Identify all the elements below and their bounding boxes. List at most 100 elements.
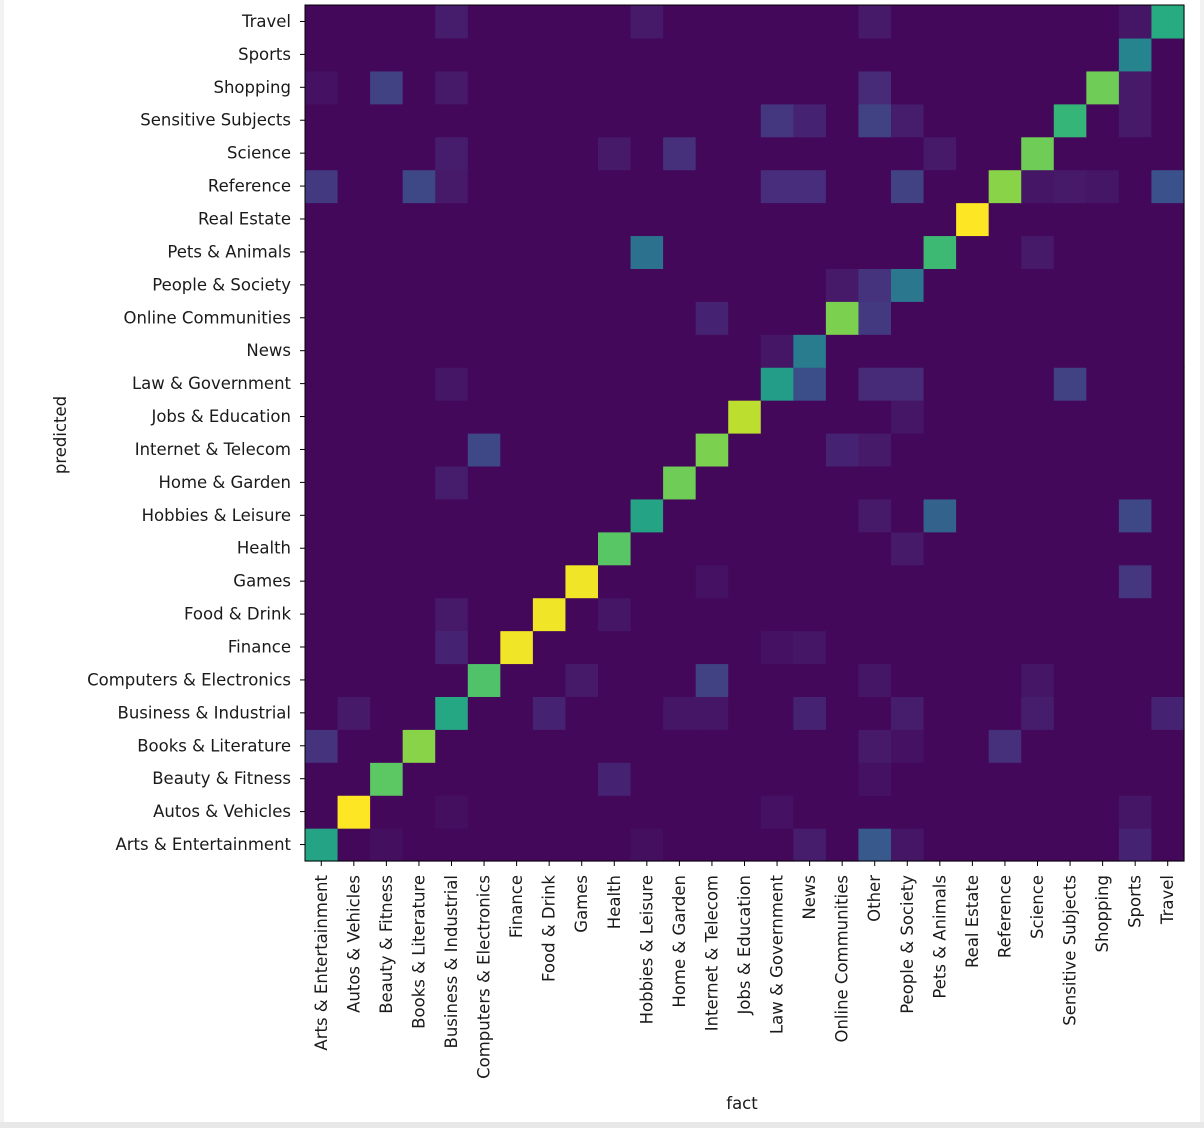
heatmap-cell <box>467 465 501 500</box>
heatmap-cell <box>598 630 632 665</box>
heatmap-cell <box>825 367 860 401</box>
heatmap-cell <box>825 70 860 105</box>
heatmap-cell <box>695 5 729 39</box>
heatmap-cell <box>728 268 762 302</box>
heatmap-cell <box>728 795 762 829</box>
heatmap-cell <box>467 103 501 138</box>
heatmap-cell <box>435 564 469 599</box>
heatmap-cell <box>728 70 762 105</box>
heatmap-cell <box>305 367 339 401</box>
heatmap-cell <box>1086 136 1120 171</box>
heatmap-cell <box>891 762 925 796</box>
heatmap-cell <box>695 597 729 632</box>
heatmap-cell <box>1151 597 1185 632</box>
heatmap-cell <box>760 37 794 72</box>
heatmap-cell <box>923 70 957 105</box>
heatmap-cell <box>923 268 957 302</box>
heatmap-cell <box>663 268 697 302</box>
heatmap-cell <box>825 400 860 434</box>
heatmap-cell <box>337 136 371 171</box>
heatmap-cell <box>370 663 404 697</box>
heatmap-cell <box>1118 795 1153 829</box>
heatmap-cell <box>956 729 990 763</box>
heatmap-cell <box>923 400 957 434</box>
heatmap-cell <box>891 795 925 829</box>
heatmap-cell <box>793 334 827 368</box>
heatmap-cell <box>337 828 371 862</box>
heatmap-cell <box>1021 795 1055 829</box>
heatmap-cell <box>1151 334 1185 368</box>
heatmap-cell <box>532 5 567 39</box>
x-tick-label: Pets & Animals <box>930 875 949 999</box>
heatmap-cell <box>956 564 990 599</box>
heatmap-cell <box>435 70 469 105</box>
y-tick-label: Sensitive Subjects <box>140 111 291 130</box>
heatmap-cell <box>565 828 599 862</box>
heatmap-cell <box>1021 169 1055 204</box>
heatmap-cell <box>402 103 436 138</box>
heatmap-cell <box>793 136 827 171</box>
heatmap-cell <box>565 729 599 763</box>
y-tick-label: Law & Government <box>132 374 292 393</box>
heatmap-cell <box>305 498 339 533</box>
y-tick-label: Health <box>237 539 291 558</box>
heatmap-cell <box>923 663 957 697</box>
heatmap-cells <box>305 5 1185 862</box>
heatmap-cell <box>956 268 990 302</box>
heatmap-cell <box>1086 531 1120 566</box>
heatmap-cell <box>630 597 664 632</box>
heatmap-cell <box>630 795 664 829</box>
heatmap-cell <box>695 235 729 269</box>
heatmap-cell <box>793 103 827 138</box>
heatmap-cell <box>825 795 860 829</box>
heatmap-cell <box>793 531 827 566</box>
y-tick-label: Autos & Vehicles <box>153 802 291 821</box>
heatmap-cell <box>598 169 632 204</box>
heatmap-cell <box>825 597 860 632</box>
heatmap-cell <box>663 301 697 335</box>
heatmap-cell <box>1053 630 1087 665</box>
heatmap-cell <box>923 301 957 335</box>
heatmap-cell <box>402 433 436 467</box>
heatmap-cell <box>1151 433 1185 467</box>
heatmap-cell <box>728 235 762 269</box>
heatmap-cell <box>1021 433 1055 467</box>
heatmap-cell <box>565 70 599 105</box>
heatmap-cell <box>402 5 436 39</box>
heatmap-cell <box>858 235 892 269</box>
heatmap-cell <box>370 235 404 269</box>
heatmap-cell <box>858 531 892 566</box>
heatmap-cell <box>663 334 697 368</box>
heatmap-cell <box>305 202 339 237</box>
heatmap-cell <box>305 268 339 302</box>
heatmap-cell <box>305 433 339 467</box>
heatmap-cell <box>988 433 1022 467</box>
heatmap-cell <box>663 465 697 500</box>
heatmap-cell <box>728 729 762 763</box>
heatmap-cell <box>988 136 1022 171</box>
heatmap-cell <box>793 268 827 302</box>
heatmap-cell <box>500 597 534 632</box>
heatmap-cell <box>305 334 339 368</box>
heatmap-cell <box>630 136 664 171</box>
heatmap-cell <box>858 169 892 204</box>
y-tick-label: Finance <box>228 638 291 657</box>
heatmap-cell <box>695 334 729 368</box>
heatmap-cell <box>1086 169 1120 204</box>
heatmap-cell <box>663 103 697 138</box>
heatmap-cell <box>728 103 762 138</box>
heatmap-cell <box>500 630 534 665</box>
heatmap-cell <box>435 235 469 269</box>
heatmap-cell <box>1151 301 1185 335</box>
heatmap-cell <box>1021 762 1055 796</box>
heatmap-cell <box>500 70 534 105</box>
heatmap-cell <box>793 400 827 434</box>
heatmap-cell <box>695 729 729 763</box>
heatmap-cell <box>988 268 1022 302</box>
heatmap-cell <box>663 630 697 665</box>
heatmap-cell <box>793 5 827 39</box>
heatmap-cell <box>1118 235 1153 269</box>
heatmap-cell <box>337 37 371 72</box>
heatmap-cell <box>402 169 436 204</box>
heatmap-cell <box>500 268 534 302</box>
